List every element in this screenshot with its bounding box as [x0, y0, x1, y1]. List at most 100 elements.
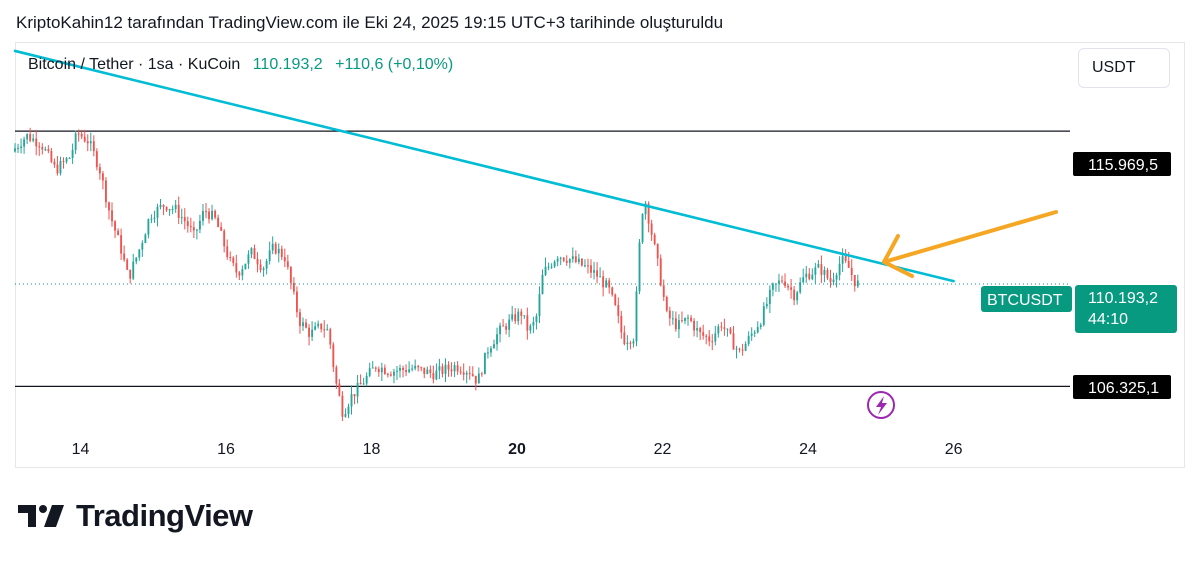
candle	[620, 310, 623, 339]
horizontal-levels	[15, 130, 1070, 387]
candle-body	[471, 374, 474, 376]
candle	[732, 325, 735, 350]
candle-body	[174, 204, 177, 209]
event-icon[interactable]	[867, 391, 895, 419]
annotation-arrow-group[interactable]	[882, 210, 1058, 278]
symbol-tag	[981, 286, 1072, 312]
candle-body	[147, 219, 150, 235]
candle-body	[83, 136, 86, 142]
candle	[271, 236, 274, 255]
candle-body	[587, 265, 589, 267]
candle	[77, 129, 80, 142]
candle-body	[168, 209, 171, 211]
candle	[432, 365, 435, 384]
candle	[717, 324, 720, 338]
candle	[753, 330, 756, 338]
candle	[65, 157, 68, 164]
candle	[774, 282, 777, 292]
candle	[126, 258, 129, 271]
candle	[735, 345, 738, 359]
candle	[784, 273, 786, 288]
candle	[708, 330, 711, 347]
currency-button[interactable]: USDT	[1078, 48, 1170, 88]
candle	[829, 269, 832, 288]
candle-body	[396, 370, 398, 372]
candle-body	[262, 268, 265, 271]
candle-body	[747, 335, 750, 344]
candle-body	[162, 204, 165, 207]
candle	[223, 229, 226, 253]
current-price-text: 110.193,2	[1088, 290, 1158, 307]
candle	[441, 363, 444, 378]
candle	[295, 286, 298, 318]
candle-body	[480, 373, 483, 375]
candle	[389, 371, 392, 377]
candle-body	[268, 250, 271, 261]
candle	[778, 273, 780, 292]
trendline-group[interactable]	[13, 49, 955, 283]
candle	[44, 146, 47, 152]
candle	[580, 258, 583, 267]
candle	[105, 177, 107, 208]
candle	[835, 272, 838, 288]
candle-body	[335, 367, 338, 384]
tradingview-logo-text: TradingView	[76, 498, 253, 533]
candle	[562, 257, 565, 263]
support-price-text: 106.325,1	[1088, 380, 1159, 397]
candle	[56, 155, 59, 176]
candle-body	[259, 264, 262, 271]
candle-body	[374, 367, 377, 369]
candle-body	[644, 203, 647, 215]
candle	[459, 366, 462, 375]
candle-body	[417, 365, 420, 368]
candle-body	[126, 259, 129, 270]
candle	[505, 323, 508, 335]
candle-body	[320, 323, 323, 330]
candle	[765, 297, 768, 309]
candle	[471, 366, 474, 377]
symbol-legend[interactable]: Bitcoin / Tether · 1sa · KuCoin 110.193,…	[28, 56, 453, 74]
candle-body	[74, 133, 77, 150]
candle	[435, 363, 438, 381]
candle	[635, 286, 638, 347]
support-price-tag	[1073, 375, 1171, 399]
candle	[587, 258, 589, 274]
candle-body	[784, 281, 786, 286]
candle-body	[759, 324, 762, 328]
candle	[629, 340, 632, 350]
candle-body	[98, 167, 101, 174]
candle-body	[359, 382, 362, 385]
candle	[47, 145, 50, 154]
candle-body	[353, 394, 356, 397]
candle	[174, 199, 177, 213]
candle-body	[538, 294, 541, 317]
candle-body	[699, 328, 702, 333]
candle	[189, 217, 192, 233]
candle	[244, 263, 247, 270]
candle-body	[814, 267, 817, 275]
candle	[214, 209, 217, 220]
price-tags: 115.969,5 106.325,1 BTCUSDT 110.193,2 44…	[981, 152, 1177, 399]
candle	[723, 318, 726, 336]
candle-body	[580, 258, 583, 266]
candle	[171, 205, 174, 215]
candle	[444, 358, 447, 382]
candle	[805, 265, 808, 283]
candle-body	[850, 267, 853, 276]
candle-body	[283, 257, 286, 262]
candle	[617, 297, 620, 324]
chart-frame[interactable]	[15, 42, 1185, 468]
candle	[53, 158, 56, 168]
time-axis[interactable]: 14 16 18 20 22 24 26	[72, 441, 963, 458]
candle-body	[665, 296, 668, 311]
candle-body	[559, 257, 562, 259]
candle	[247, 250, 250, 269]
candle-body	[429, 369, 432, 373]
candle-body	[235, 263, 238, 273]
candle-body	[623, 332, 626, 344]
candle	[117, 228, 120, 236]
resistance-price-tag	[1073, 152, 1171, 176]
candle	[268, 241, 271, 265]
candle-body	[568, 258, 571, 263]
